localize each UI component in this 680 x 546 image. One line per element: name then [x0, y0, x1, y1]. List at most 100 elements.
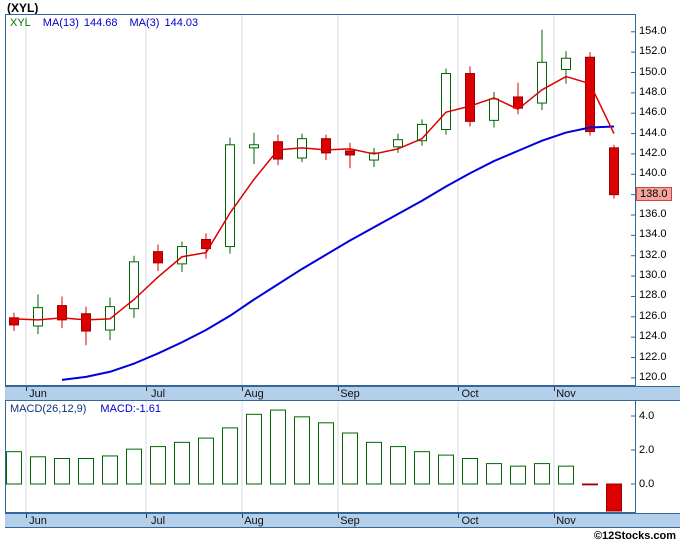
candle-up [537, 61, 547, 104]
price-tick-label: 142.0 [639, 146, 667, 159]
price-tick-label: 122.0 [639, 350, 667, 363]
price-tick-label: 128.0 [639, 289, 667, 302]
price-tick-label: 154.0 [639, 24, 667, 37]
macd-bar [462, 458, 478, 485]
ma13-label: MA(13) [42, 17, 79, 29]
price-tick-label: 152.0 [639, 45, 667, 58]
candle-down [9, 317, 19, 326]
candlestick-chart [9, 15, 635, 385]
candle-down [153, 251, 163, 264]
candle-down [81, 313, 91, 332]
candle-up [177, 246, 187, 265]
macd-histogram [6, 401, 635, 512]
month-label: Sep [340, 515, 360, 527]
page-title: (XYL) [7, 1, 39, 15]
macd-bar [54, 458, 70, 485]
candle-up [369, 152, 379, 161]
month-label: Nov [556, 515, 576, 527]
month-tick-mark [458, 514, 459, 518]
macd-bar [126, 448, 142, 485]
candle-down [585, 56, 595, 133]
month-tick-mark [554, 514, 555, 518]
candle-down [345, 150, 355, 156]
macd-bar [270, 409, 286, 485]
price-tick-label: 130.0 [639, 269, 667, 282]
macd-bar [198, 437, 214, 485]
month-tick-mark [554, 387, 555, 391]
month-label: Aug [244, 515, 264, 527]
price-tick-label: 120.0 [639, 370, 667, 383]
month-label: Jun [29, 388, 47, 400]
macd-bar [510, 465, 526, 485]
candle-up [33, 307, 43, 327]
price-tick-label: 146.0 [639, 106, 667, 119]
candle-up [129, 261, 139, 310]
macd-bar [102, 455, 118, 485]
candle-up [249, 144, 259, 149]
price-tick-label: 140.0 [639, 167, 667, 180]
macd-bar [294, 416, 310, 485]
month-tick-mark [458, 387, 459, 391]
price-tick-label: 126.0 [639, 309, 667, 322]
macd-axis: 4.0 2.0 0.0 [636, 401, 680, 513]
macd-bar-negative [582, 483, 598, 486]
copyright-watermark: ©12Stocks.com [593, 530, 676, 542]
month-tick-mark [242, 514, 243, 518]
month-label: Sep [340, 388, 360, 400]
month-tick-mark [146, 514, 147, 518]
macd-current-value: MACD:-1.61 [100, 403, 161, 415]
price-tick-label: 148.0 [639, 85, 667, 98]
month-tick-mark [146, 387, 147, 391]
candle-up [417, 123, 427, 142]
candle-up [393, 139, 403, 148]
price-tick-label: 124.0 [639, 330, 667, 343]
ticker-symbol: XYL [10, 17, 31, 29]
macd-tick-label: 4.0 [639, 410, 655, 422]
current-price-tag: 138.0 [636, 186, 672, 201]
month-label: Aug [244, 388, 264, 400]
candle-down [465, 73, 475, 122]
macd-bar [78, 458, 94, 485]
macd-legend: MACD(26,12,9) MACD:-1.61 [10, 403, 161, 415]
candle-up [561, 57, 571, 70]
price-tick-label: 144.0 [639, 126, 667, 139]
macd-bar [222, 427, 238, 485]
macd-bar [318, 422, 334, 485]
macd-tick-label: 0.0 [639, 478, 655, 490]
macd-bar [150, 446, 166, 485]
candle-up [225, 144, 235, 248]
ma3-label: MA(3) [129, 17, 160, 29]
ma3-value: 144.03 [164, 17, 199, 29]
price-tick-label: 134.0 [639, 228, 667, 241]
price-tick-label: 136.0 [639, 208, 667, 220]
macd-bar [366, 441, 382, 485]
price-tick-label: 132.0 [639, 248, 667, 261]
macd-bar [246, 413, 262, 485]
month-label: Jul [150, 515, 166, 527]
price-axis: 138.0 154.0 152.0 150.0 148.0 146.0 144.0 142.… [636, 14, 680, 387]
price-tick-label: 150.0 [639, 65, 667, 78]
candle-down [57, 305, 67, 321]
month-tick-mark [338, 514, 339, 518]
macd-tick-label: 2.0 [639, 444, 655, 456]
candle-up [441, 73, 451, 131]
ma13-line [61, 125, 615, 381]
macd-bar [390, 446, 406, 485]
month-tick-mark [26, 514, 27, 518]
macd-params-label: MACD(26,12,9) [10, 403, 87, 415]
macd-bar [486, 463, 502, 485]
macd-bar [342, 432, 358, 485]
macd-panel: MACD(26,12,9) MACD:-1.61 [5, 400, 636, 513]
candle-down [513, 96, 523, 109]
macd-bar [534, 463, 550, 485]
macd-bar-negative [606, 483, 622, 512]
candle-down [321, 138, 331, 154]
macd-bar [30, 456, 46, 485]
month-tick-mark [338, 387, 339, 391]
macd-bar [558, 465, 574, 485]
ma13-value: 144.68 [83, 17, 118, 29]
month-axis-bottom: Jun Jul Aug Sep Oct Nov [5, 513, 680, 528]
month-label: Jun [29, 515, 47, 527]
month-label: Nov [556, 388, 576, 400]
month-tick-mark [242, 387, 243, 391]
